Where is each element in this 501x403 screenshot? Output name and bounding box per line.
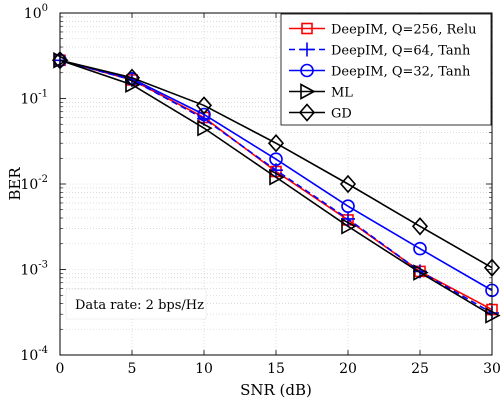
legend-label: DeepIM, Q=64, Tanh xyxy=(331,44,471,59)
legend-item: GD xyxy=(289,103,352,122)
data-point xyxy=(197,119,213,137)
series-5 xyxy=(51,51,501,277)
y-tick-label: 10-1 xyxy=(20,89,48,108)
series-layer xyxy=(51,51,501,324)
legend: DeepIM, Q=256, Relu DeepIM, Q=64, Tanh Dee… xyxy=(280,13,492,126)
data-point xyxy=(413,264,429,281)
data-point xyxy=(341,211,355,226)
data-point xyxy=(269,168,285,186)
legend-marker xyxy=(300,42,314,57)
y-tick-label: 100 xyxy=(24,3,48,22)
y-tick-label: 10-2 xyxy=(20,174,48,193)
data-point xyxy=(341,217,357,235)
legend-marker xyxy=(300,83,316,100)
data-point xyxy=(195,96,213,115)
annotation-box: Data rate: 2 bps/Hz xyxy=(65,288,207,320)
data-point xyxy=(267,133,285,153)
x-tick-label: 20 xyxy=(339,361,357,377)
legend-item: DeepIM, Q=32, Tanh xyxy=(289,63,471,80)
x-tick-label: 5 xyxy=(128,361,137,377)
legend-box xyxy=(280,13,492,126)
x-tick-label: 0 xyxy=(56,361,65,377)
data-point xyxy=(339,174,357,194)
legend-label: DeepIM, Q=256, Relu xyxy=(331,23,476,38)
legend-item: DeepIM, Q=64, Tanh xyxy=(289,42,471,59)
legend-marker xyxy=(298,103,316,122)
x-tick-label: 25 xyxy=(411,361,429,377)
data-point xyxy=(269,152,283,167)
y-tick-label: 10-4 xyxy=(20,345,48,364)
legend-label: DeepIM, Q=32, Tanh xyxy=(331,65,471,80)
data-point xyxy=(411,217,429,236)
x-tick-label: 30 xyxy=(483,361,501,377)
data-point xyxy=(413,241,427,256)
y-tick-label: 10-3 xyxy=(20,260,48,279)
legend-label: ML xyxy=(331,86,353,101)
x-tick-label: 15 xyxy=(267,361,285,377)
legend-marker xyxy=(300,63,314,78)
legend-marker xyxy=(301,22,313,35)
data-point xyxy=(123,68,141,87)
data-point xyxy=(197,107,211,122)
legend-label: GD xyxy=(331,107,352,122)
data-point xyxy=(341,199,355,213)
data-rate-annotation: Data rate: 2 bps/Hz xyxy=(75,298,204,313)
y-axis-label: BER xyxy=(6,167,24,201)
x-axis-label: SNR (dB) xyxy=(240,381,312,399)
legend-item: DeepIM, Q=256, Relu xyxy=(289,23,476,38)
legend-item: ML xyxy=(289,83,353,101)
series-line xyxy=(59,59,493,292)
series-line xyxy=(59,59,493,269)
x-tick-label: 10 xyxy=(195,361,213,377)
data-point xyxy=(125,76,141,94)
